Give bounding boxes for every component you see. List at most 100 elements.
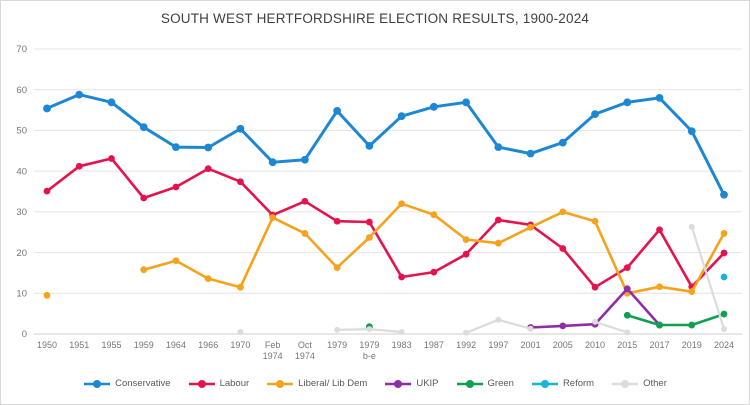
data-point-green-2015 bbox=[623, 311, 631, 319]
x-tick-label-2015: 2015 bbox=[617, 340, 637, 350]
series-line-other bbox=[593, 320, 629, 334]
data-point-other-1992 bbox=[463, 329, 470, 336]
chart-title: SOUTH WEST HERTFORDSHIRE ELECTION RESULT… bbox=[160, 11, 590, 26]
data-point-liberal-lib-dem-1959 bbox=[140, 266, 148, 274]
data-point-conservative-1987 bbox=[429, 102, 438, 111]
y-tick-label-30: 30 bbox=[16, 207, 27, 218]
legend-item-liberal-lib-dem: Liberal/ Lib Dem bbox=[266, 378, 367, 389]
y-tick-label-10: 10 bbox=[16, 288, 27, 299]
x-tick-label-1966: 1966 bbox=[198, 340, 218, 350]
data-point-liberal-lib-dem-1979-b-e bbox=[365, 234, 373, 241]
data-point-liberal-lib-dem-2019 bbox=[688, 288, 696, 296]
data-point-liberal-lib-dem-2010 bbox=[591, 217, 599, 225]
legend-item-labour: Labour bbox=[188, 378, 249, 389]
legend-marker-liberal-lib-dem-icon bbox=[267, 379, 294, 388]
data-point-liberal-lib-dem-feb-1974 bbox=[269, 214, 277, 221]
data-point-other-1979-b-e bbox=[366, 326, 373, 333]
data-point-labour-2017 bbox=[656, 226, 663, 234]
data-point-other-1979 bbox=[334, 326, 341, 333]
x-tick-label-2017: 2017 bbox=[650, 340, 670, 350]
x-tick-label-1970: 1970 bbox=[230, 340, 250, 350]
data-point-liberal-lib-dem-1950 bbox=[43, 291, 51, 299]
series-labour bbox=[43, 155, 728, 291]
data-point-labour-oct-1974 bbox=[301, 197, 309, 205]
data-point-other-2019 bbox=[688, 223, 695, 230]
x-tick-label-1983: 1983 bbox=[392, 340, 412, 350]
data-point-conservative-1979 bbox=[333, 106, 342, 115]
legend-label-conservative: Conservative bbox=[115, 378, 171, 389]
series-reform bbox=[720, 273, 728, 281]
series-liberal-lib-dem bbox=[43, 200, 728, 299]
series-other bbox=[237, 223, 727, 336]
x-tick-label-feb-1974: Feb 1974 bbox=[263, 340, 283, 361]
y-tick-label-20: 20 bbox=[16, 248, 27, 259]
x-tick-label-1951: 1951 bbox=[69, 340, 89, 350]
data-point-liberal-lib-dem-1964 bbox=[172, 257, 180, 265]
x-tick-label-2010: 2010 bbox=[585, 340, 605, 350]
data-point-conservative-2017 bbox=[655, 93, 664, 102]
data-point-other-1970 bbox=[237, 328, 244, 335]
data-point-conservative-1997 bbox=[494, 143, 503, 152]
data-point-labour-1970 bbox=[237, 178, 244, 186]
y-tick-label-0: 0 bbox=[22, 329, 27, 340]
series-line-other bbox=[690, 225, 726, 331]
legend-item-conservative: Conservative bbox=[83, 378, 171, 389]
data-point-conservative-1959 bbox=[139, 123, 148, 132]
data-point-conservative-1966 bbox=[204, 143, 213, 152]
data-point-labour-1997 bbox=[494, 216, 502, 224]
data-point-labour-2010 bbox=[591, 283, 599, 291]
x-tick-label-1955: 1955 bbox=[101, 340, 121, 350]
data-point-liberal-lib-dem-2001 bbox=[527, 223, 534, 231]
x-tick-label-1979: 1979 bbox=[327, 340, 347, 350]
data-point-conservative-1970 bbox=[236, 124, 245, 133]
data-point-reform-2024 bbox=[720, 273, 728, 281]
data-point-liberal-lib-dem-1970 bbox=[237, 283, 244, 291]
data-point-conservative-1951 bbox=[75, 90, 84, 99]
legend-marker-conservative-icon bbox=[84, 379, 111, 388]
data-point-conservative-2010 bbox=[591, 110, 599, 119]
legend-item-green: Green bbox=[456, 378, 514, 389]
x-tick-label-2001: 2001 bbox=[521, 340, 541, 350]
x-tick-label-1992: 1992 bbox=[456, 340, 476, 350]
data-point-conservative-2001 bbox=[526, 149, 535, 158]
legend-label-liberal-lib-dem: Liberal/ Lib Dem bbox=[298, 378, 368, 389]
series-line-green bbox=[626, 312, 726, 327]
data-point-labour-2005 bbox=[559, 245, 567, 252]
data-point-liberal-lib-dem-1979 bbox=[333, 264, 341, 272]
legend-item-reform: Reform bbox=[531, 378, 594, 389]
data-point-liberal-lib-dem-1992 bbox=[462, 236, 470, 243]
data-point-labour-1983 bbox=[398, 273, 406, 281]
data-point-ukip-2015 bbox=[623, 285, 631, 293]
data-point-liberal-lib-dem-2024 bbox=[720, 230, 728, 237]
series-conservative bbox=[43, 90, 728, 199]
data-point-labour-1992 bbox=[462, 250, 470, 258]
data-point-labour-1950 bbox=[43, 187, 51, 195]
data-point-other-2015 bbox=[624, 329, 631, 336]
x-tick-label-1997: 1997 bbox=[488, 340, 508, 350]
data-point-liberal-lib-dem-1987 bbox=[430, 211, 438, 219]
data-point-other-1983 bbox=[398, 328, 405, 335]
legend-marker-ukip-icon bbox=[385, 379, 412, 388]
x-tick-label-1979-b-e: 1979 b-e bbox=[359, 340, 379, 361]
data-point-liberal-lib-dem-oct-1974 bbox=[301, 230, 309, 237]
data-point-conservative-oct-1974 bbox=[301, 155, 309, 164]
legend-label-reform: Reform bbox=[562, 378, 595, 389]
data-point-conservative-1955 bbox=[107, 98, 116, 107]
data-point-conservative-2024 bbox=[720, 190, 728, 199]
series-line-labour bbox=[45, 157, 726, 289]
data-point-labour-1964 bbox=[172, 183, 180, 191]
data-point-conservative-1979-b-e bbox=[365, 142, 374, 150]
data-point-labour-1966 bbox=[204, 165, 212, 173]
data-point-liberal-lib-dem-1983 bbox=[398, 200, 406, 208]
x-tick-label-2019: 2019 bbox=[682, 340, 702, 350]
data-point-conservative-2005 bbox=[558, 138, 567, 147]
data-point-labour-1979-b-e bbox=[365, 218, 373, 226]
y-tick-label-40: 40 bbox=[16, 166, 27, 177]
data-point-labour-1987 bbox=[430, 268, 438, 276]
y-tick-label-60: 60 bbox=[16, 85, 27, 96]
legend-label-ukip: UKIP bbox=[416, 378, 439, 389]
data-point-labour-1955 bbox=[108, 155, 115, 162]
x-tick-label-oct-1974: Oct 1974 bbox=[295, 340, 315, 361]
data-point-conservative-1983 bbox=[397, 112, 406, 121]
